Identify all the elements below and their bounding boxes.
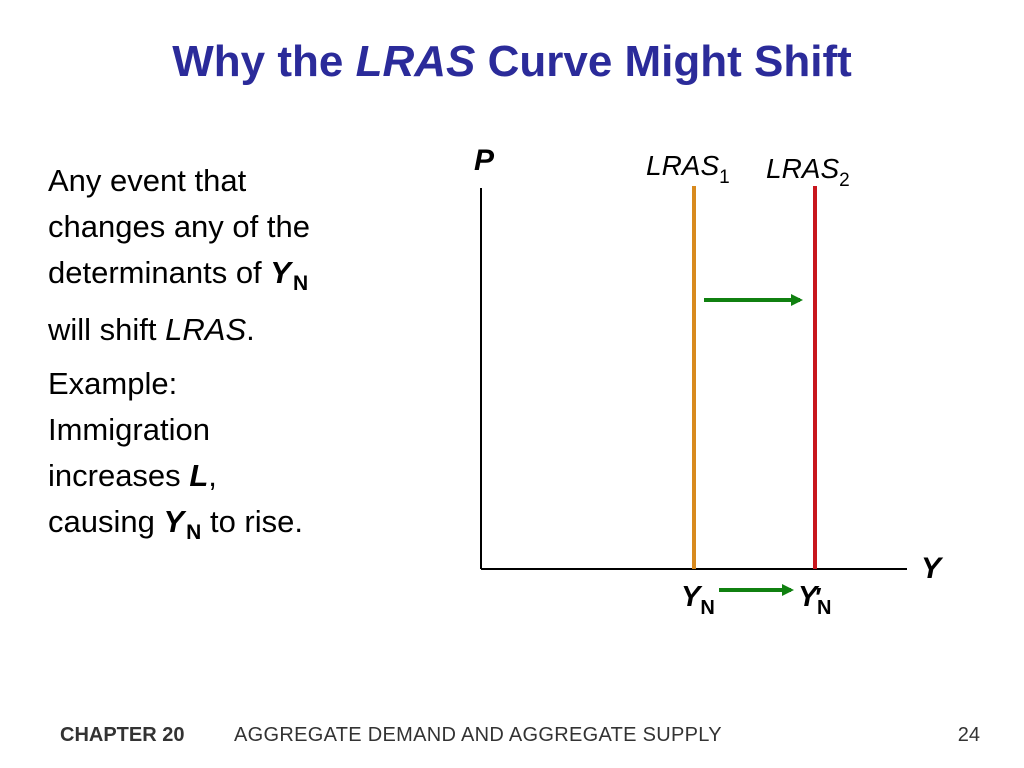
y-axis-label: P (474, 144, 495, 177)
p2-var-l: L (189, 458, 209, 493)
lras2-label: LRAS2 (766, 153, 850, 191)
p2-line4-pre: causing (48, 504, 155, 539)
tick-yn-prime-mark: ′ (815, 582, 821, 612)
x-axis-label: Y (921, 552, 944, 585)
tick-yn-var: Y (681, 581, 703, 613)
p1-var-y: Y (270, 255, 291, 290)
title-emphasis: LRAS (355, 37, 476, 86)
body-text: Any event that changes any of the determ… (48, 158, 388, 564)
lras2-label-text: LRAS (766, 153, 839, 184)
p2-var-y: Y (163, 504, 185, 539)
paragraph-1: Any event that changes any of the determ… (48, 158, 388, 353)
tick-yn: YN (681, 581, 715, 619)
p1-line2: changes any of the (48, 209, 310, 244)
p1-line1: Any event that (48, 163, 247, 198)
p2-line2: Immigration (48, 412, 210, 447)
lras1-label: LRAS1 (646, 150, 730, 188)
slide-title: Why the LRAS Curve Might Shift (0, 37, 1024, 86)
footer-chapter: CHAPTER 20 (60, 724, 185, 746)
p1-line4-em: LRAS (165, 312, 247, 347)
tick-yn-sub: N (700, 597, 714, 619)
p2-line4-post: to rise. (209, 504, 303, 539)
title-suffix: Curve Might Shift (487, 37, 852, 86)
title-prefix: Why the (172, 37, 344, 86)
p1-line4-pre: will shift (48, 312, 157, 347)
tick-yn-prime-var: Y (798, 581, 820, 613)
paragraph-2: Example: Immigration increases L, causin… (48, 361, 388, 556)
lras1-label-text: LRAS (646, 150, 719, 181)
tick-yn-prime-sub: N (817, 597, 831, 619)
p1-sub-n: N (292, 272, 309, 295)
page-number: 24 (957, 724, 980, 746)
p2-line3-pre: increases (48, 458, 181, 493)
p2-line1: Example: (48, 366, 178, 401)
tick-yn-prime: Y′N (798, 581, 831, 619)
p2-sub-n: N (186, 521, 202, 544)
lras2-label-sub: 2 (839, 170, 850, 191)
lras1-label-sub: 1 (719, 167, 730, 188)
p1-line4-post: . (246, 312, 255, 347)
p1-line3: determinants of (48, 255, 262, 290)
footer-subject: AGGREGATE DEMAND AND AGGREGATE SUPPLY (234, 724, 722, 746)
p2-line3-post: , (208, 458, 217, 493)
